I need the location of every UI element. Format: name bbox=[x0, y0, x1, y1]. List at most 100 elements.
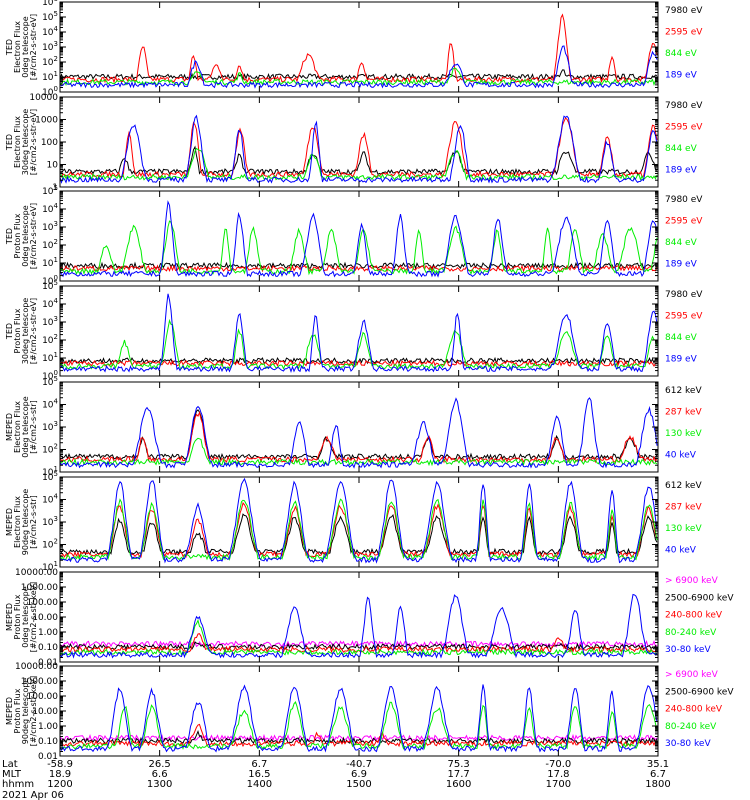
tick-label: 103 bbox=[42, 40, 58, 53]
series-line bbox=[59, 147, 658, 182]
legend-entry: 287 keV bbox=[665, 407, 702, 417]
y-axis-label: TED bbox=[5, 323, 14, 340]
series-line bbox=[59, 498, 658, 562]
tick-label: 104 bbox=[42, 297, 58, 310]
tick-label: 103 bbox=[42, 420, 58, 433]
series-line bbox=[59, 409, 658, 461]
tick-label: 105 bbox=[42, 470, 58, 483]
x-tick-label-lat: 6.7 bbox=[251, 759, 267, 770]
y-axis-label: [#/cm2-s-str-eV] bbox=[29, 298, 38, 364]
chart-panel-3: 100 101 102 103 104 105 TED Proton Flux 0deg tel… bbox=[5, 184, 703, 287]
x-tick-label-hhmm: 1400 bbox=[247, 779, 272, 790]
y-axis-label: Electron Flux bbox=[13, 401, 22, 453]
x-tick-label-mlt: 17.7 bbox=[448, 769, 470, 780]
tick-label: 100 bbox=[42, 274, 58, 287]
y-axis-label: 0deg telescope bbox=[21, 396, 30, 457]
legend-entry: 7980 eV bbox=[665, 101, 703, 111]
y-axis-label: Electron Flux bbox=[13, 116, 22, 168]
series-line bbox=[59, 684, 658, 753]
legend-entry: 2595 eV bbox=[665, 27, 703, 37]
y-axis-label: 0deg telescope bbox=[21, 205, 30, 266]
legend-entry: 612 keV bbox=[665, 481, 702, 491]
plot-frame bbox=[59, 1, 659, 93]
y-axis-label: [#/cm2-s-str-eV] bbox=[29, 14, 38, 80]
tick-label: 101 bbox=[42, 256, 58, 269]
series-line bbox=[59, 13, 658, 84]
legend-entry: 80-240 keV bbox=[665, 628, 717, 638]
legend-entry: 40 keV bbox=[665, 450, 697, 460]
tick-label: 105 bbox=[42, 184, 58, 197]
tick-label: 102 bbox=[42, 443, 58, 456]
tick-label: 101 bbox=[42, 560, 58, 573]
legend-entry: 240-800 keV bbox=[665, 611, 723, 621]
y-axis-label: MEPED bbox=[5, 508, 14, 536]
series-line bbox=[59, 639, 658, 648]
y-axis-label: 0deg telescope bbox=[21, 16, 30, 77]
chart-panel-7: 0.01 0.10 1.00 10.00 100.00 1000.00 10000.00 ME… bbox=[5, 568, 734, 668]
tick-label: 10000.00 bbox=[15, 662, 58, 672]
series-line bbox=[59, 69, 658, 81]
y-axis-label: [#/cm2-s-str] bbox=[29, 495, 38, 548]
legend-entry: 130 keV bbox=[665, 429, 702, 439]
tick-label: 10.00 bbox=[32, 613, 58, 623]
chart-panel-5: 101 102 103 104 105 MEPED Electron Flux 0deg te… bbox=[5, 375, 702, 478]
series-line bbox=[59, 723, 658, 748]
series-line bbox=[59, 114, 658, 184]
panel-group: 100101102103104105106TEDElectron Flux0de… bbox=[5, 0, 734, 762]
y-axis-label: Proton Flux bbox=[13, 213, 22, 258]
legend-entry: 30-80 keV bbox=[665, 739, 711, 749]
x-tick-label-hhmm: 1600 bbox=[446, 779, 471, 790]
tick-label: 102 bbox=[42, 333, 58, 346]
x-tick-label-hhmm: 1700 bbox=[546, 779, 571, 790]
y-axis-label: TED bbox=[5, 134, 14, 151]
row-title-hhmm: hhmm bbox=[2, 779, 34, 790]
legend-entry: > 6900 keV bbox=[665, 576, 719, 586]
chart-panel-2: 1 10 100 1000 10000 TED Electron Flux 30deg tel… bbox=[5, 93, 703, 193]
x-tick-label-mlt: 6.7 bbox=[650, 769, 666, 780]
row-title-mlt: MLT bbox=[2, 769, 22, 780]
tick-label: 100 bbox=[42, 85, 58, 98]
x-tick-label-lat: 35.1 bbox=[647, 759, 669, 770]
tick-label: 100.00 bbox=[27, 598, 59, 608]
tick-label: 10 bbox=[47, 161, 59, 171]
x-tick-label-lat: -40.7 bbox=[346, 759, 372, 770]
chart-panel-6: 101 102 103 104 105 MEPED Electron Flux 90deg t… bbox=[5, 470, 702, 573]
x-tick-label-mlt: 6.9 bbox=[351, 769, 367, 780]
tick-label: 103 bbox=[42, 515, 58, 528]
y-axis-label: [#/cm2-s-str-eV] bbox=[29, 109, 38, 175]
legend-entry: 189 eV bbox=[665, 259, 698, 269]
tick-label: 10000 bbox=[29, 93, 58, 103]
tick-label: 104 bbox=[42, 25, 58, 38]
tick-label: 100.00 bbox=[27, 692, 59, 702]
y-axis-label: 30deg telescope bbox=[21, 109, 30, 176]
x-tick-label-mlt: 18.9 bbox=[49, 769, 71, 780]
y-axis-label: TED bbox=[5, 228, 14, 245]
series-line bbox=[59, 410, 658, 464]
x-tick-label-hhmm: 1300 bbox=[147, 779, 172, 790]
legend-entry: 2595 eV bbox=[665, 216, 703, 226]
chart-panel-8: 0.01 0.10 1.00 10.00 100.00 1000.00 10000.00 ME… bbox=[5, 662, 734, 762]
series-line bbox=[59, 477, 658, 564]
tick-label: 103 bbox=[42, 315, 58, 328]
tick-label: 105 bbox=[42, 10, 58, 23]
series-line bbox=[59, 633, 658, 654]
tick-label: 104 bbox=[42, 202, 58, 215]
tick-label: 100 bbox=[42, 369, 58, 382]
tick-label: 10000.00 bbox=[15, 568, 58, 578]
series-line bbox=[59, 700, 658, 751]
series-line bbox=[59, 261, 658, 270]
tick-label: 0.10 bbox=[38, 643, 58, 653]
legend-entry: 189 eV bbox=[665, 354, 698, 364]
legend-entry: 189 eV bbox=[665, 165, 698, 175]
tick-label: 102 bbox=[42, 238, 58, 251]
tick-label: 1 bbox=[52, 183, 58, 193]
tick-label: 0.10 bbox=[38, 737, 58, 747]
tick-label: 1.00 bbox=[38, 628, 58, 638]
series-line bbox=[59, 513, 658, 556]
legend-entry: 287 keV bbox=[665, 502, 702, 512]
tick-label: 1.00 bbox=[38, 722, 58, 732]
legend-entry: 2595 eV bbox=[665, 311, 703, 321]
plot-frame bbox=[59, 571, 659, 663]
tick-label: 0.01 bbox=[38, 752, 58, 762]
